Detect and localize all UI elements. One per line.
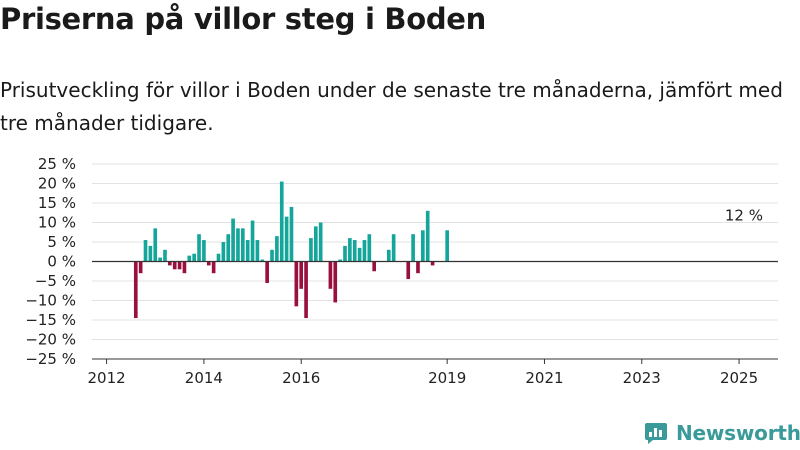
bar [236, 228, 240, 262]
bar [158, 257, 162, 262]
bar [148, 245, 153, 262]
y-tick-label: −25 % [25, 350, 76, 368]
bar [133, 261, 138, 319]
y-tick-label: −20 % [25, 331, 76, 349]
y-tick-label: −15 % [25, 311, 76, 329]
bar [202, 240, 206, 262]
bar [289, 206, 294, 262]
x-tick-label: 2019 [428, 369, 466, 387]
bar [343, 245, 347, 262]
bar [421, 230, 425, 262]
bar [348, 238, 352, 262]
bar [187, 255, 192, 262]
bar [265, 261, 269, 283]
bar [216, 253, 221, 262]
bar [275, 236, 279, 262]
bar [168, 261, 172, 266]
y-tick-label: 15 % [38, 194, 76, 212]
bar [445, 230, 449, 262]
bar [328, 261, 333, 289]
bar [245, 240, 250, 262]
bar [411, 234, 415, 262]
bar [367, 234, 372, 262]
y-tick-label: −10 % [25, 292, 76, 310]
bar [177, 261, 182, 270]
bar [255, 240, 260, 262]
bar [270, 249, 274, 262]
bar [416, 261, 420, 274]
bar [206, 261, 211, 266]
bar [294, 261, 299, 307]
bar [338, 259, 342, 262]
bar [211, 261, 216, 274]
bar [391, 234, 396, 262]
bar [197, 234, 201, 262]
y-tick-label: 25 % [38, 155, 76, 173]
y-tick-label: 10 % [38, 214, 76, 232]
bar [163, 249, 167, 262]
y-tick-label: −5 % [35, 272, 76, 290]
bar-chart: 25 % 20 %15 % 10 %5 % 0 %−5 % −10 %−15 % −20 … [25, 155, 778, 387]
newsworthy-logo-text: Newsworthy [676, 421, 800, 445]
bar [352, 240, 357, 262]
bar [172, 261, 177, 270]
bar [309, 238, 313, 262]
x-tick-label: 2016 [282, 369, 320, 387]
bar [304, 261, 308, 319]
y-tick-label: 20 % [38, 175, 76, 193]
bar [333, 261, 338, 303]
bar [313, 226, 318, 262]
bar [221, 242, 226, 262]
newsworthy-logo-icon [645, 423, 667, 444]
bar [250, 220, 255, 262]
bar [284, 216, 289, 262]
bar [386, 249, 391, 262]
chart-subtitle: Prisutveckling för villor i Boden under … [0, 78, 783, 135]
bar [357, 247, 362, 262]
x-tick-label: 2023 [623, 369, 661, 387]
x-tick-label: 2014 [185, 369, 223, 387]
bar [231, 218, 235, 262]
bar [138, 261, 143, 274]
y-tick-label: 0 % [47, 253, 76, 271]
bar [260, 259, 265, 262]
bar [362, 240, 367, 262]
last-value-label: 12 % [725, 206, 763, 224]
bar [299, 261, 304, 289]
x-tick-label: 2025 [720, 369, 758, 387]
y-tick-label: 5 % [47, 233, 76, 251]
bar [430, 261, 435, 266]
bar [192, 253, 196, 262]
bar [143, 240, 148, 262]
x-tick-label: 2021 [525, 369, 563, 387]
bar [318, 222, 323, 262]
bar [226, 234, 231, 262]
bar [153, 228, 158, 262]
newsworthy-logo: Newsworthy [644, 420, 800, 446]
chart-title: Priserna på villor steg i Boden [0, 2, 486, 36]
bar [425, 210, 430, 262]
bar [279, 181, 284, 262]
bar [240, 228, 245, 262]
bar [372, 261, 377, 272]
bar [182, 261, 187, 274]
bar [406, 261, 411, 280]
x-tick-label: 2012 [88, 369, 126, 387]
